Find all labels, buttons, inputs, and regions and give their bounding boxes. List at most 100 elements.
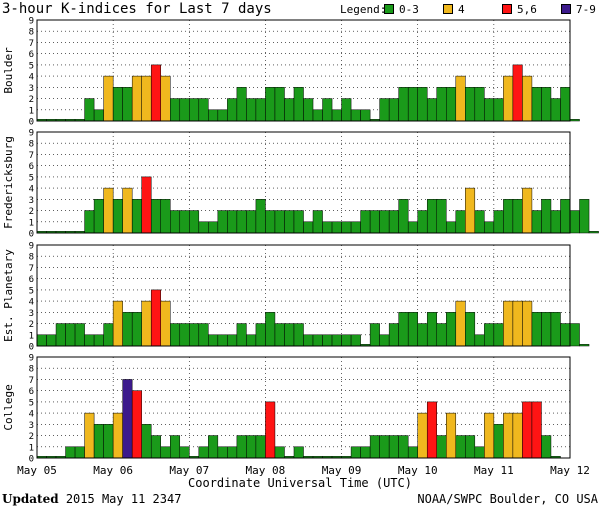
bar-boulder [426, 98, 438, 122]
bar-est-planetary [198, 323, 209, 347]
bar-boulder [93, 109, 104, 122]
bar-boulder [122, 87, 133, 122]
bar-boulder [312, 109, 323, 122]
bar-fredericksburg [541, 199, 552, 234]
bar-fredericksburg [493, 210, 504, 234]
y-tick-label: 9 [29, 354, 34, 364]
bar-boulder [131, 75, 142, 122]
legend-swatch-5-6 [502, 4, 512, 14]
bar-est-planetary [236, 323, 247, 347]
bar-est-planetary [531, 312, 542, 347]
bar-est-planetary [417, 323, 428, 347]
bar-college [417, 412, 428, 459]
bar-fredericksburg [350, 221, 361, 234]
bar-fredericksburg [198, 221, 209, 234]
station-label-boulder: Boulder [2, 47, 15, 94]
bar-college [103, 424, 114, 459]
bar-est-planetary [265, 312, 276, 347]
bar-est-planetary [131, 312, 142, 347]
y-tick-label: 9 [29, 129, 34, 139]
y-tick-label: 2 [29, 95, 34, 105]
y-tick-label: 6 [29, 275, 34, 285]
bar-college [426, 401, 438, 459]
bar-fredericksburg [189, 210, 200, 234]
bar-boulder [350, 109, 361, 122]
y-tick-label: 1 [29, 331, 34, 341]
y-tick-label: 9 [29, 242, 34, 252]
bar-college [208, 435, 219, 459]
bar-college [198, 446, 209, 459]
panel-frame-boulder [36, 19, 571, 122]
bar-college [84, 412, 95, 459]
bar-college [217, 446, 228, 459]
bar-fredericksburg [293, 210, 304, 234]
bar-fredericksburg [274, 210, 285, 234]
bar-college [179, 446, 190, 459]
bar-fredericksburg [84, 210, 95, 234]
y-tick-label: 0 [29, 118, 34, 128]
bar-college [407, 446, 418, 459]
bar-college [227, 446, 238, 459]
y-tick-label: 6 [29, 50, 34, 60]
bar-est-planetary [446, 312, 457, 347]
bar-boulder [227, 98, 238, 122]
bar-college [112, 412, 123, 459]
bar-fredericksburg [265, 210, 276, 234]
bar-college [122, 379, 133, 459]
bar-est-planetary [407, 312, 418, 347]
y-tick-label: 5 [29, 61, 34, 71]
x-tick-label: May 08 [246, 464, 286, 476]
bar-est-planetary [398, 312, 409, 347]
bar-boulder [150, 64, 161, 122]
bar-est-planetary [150, 289, 161, 347]
bar-fredericksburg [369, 210, 380, 234]
bar-est-planetary [322, 334, 333, 347]
y-tick-label: 0 [29, 455, 34, 465]
bar-boulder [541, 87, 552, 122]
bar-boulder [331, 109, 342, 122]
bar-est-planetary [74, 323, 85, 347]
bar-boulder [550, 98, 561, 122]
bar-fredericksburg [103, 187, 114, 234]
bar-boulder [446, 87, 457, 122]
y-tick-label: 9 [29, 17, 34, 27]
bar-boulder [284, 98, 295, 122]
bar-est-planetary [436, 323, 447, 347]
bar-college [522, 401, 533, 459]
bar-est-planetary [388, 323, 399, 347]
bar-est-planetary [465, 312, 476, 347]
bar-est-planetary [217, 334, 228, 347]
bar-est-planetary [522, 300, 533, 347]
bar-boulder [170, 98, 181, 122]
bar-fredericksburg [531, 210, 542, 234]
bar-est-planetary [93, 334, 104, 347]
bar-college [170, 435, 181, 459]
bar-est-planetary [255, 323, 266, 347]
legend-swatch-7-9 [561, 4, 571, 14]
bar-boulder [236, 87, 247, 122]
bar-est-planetary [303, 334, 314, 347]
bar-fredericksburg [569, 210, 580, 234]
bar-fredericksburg [407, 221, 418, 234]
y-tick-label: 4 [29, 410, 34, 420]
bar-fredericksburg [417, 210, 428, 234]
y-tick-label: 5 [29, 286, 34, 296]
bar-college [246, 435, 257, 459]
bar-est-planetary [579, 344, 590, 347]
bar-fredericksburg [398, 199, 409, 234]
bar-est-planetary [512, 300, 523, 347]
bar-fredericksburg [322, 221, 333, 234]
legend-label-5-6: 5,6 [517, 3, 537, 16]
bar-fredericksburg [426, 199, 438, 234]
bar-est-planetary [65, 323, 76, 347]
bar-fredericksburg [150, 199, 161, 234]
x-axis-title: Coordinate Universal Time (UTC) [188, 476, 412, 490]
bar-est-planetary [55, 323, 66, 347]
bar-college [65, 446, 76, 459]
y-tick-label: 3 [29, 196, 34, 206]
bar-fredericksburg [474, 210, 485, 234]
bar-boulder [246, 98, 257, 122]
y-tick-label: 0 [29, 343, 34, 353]
bar-college [150, 435, 161, 459]
bar-fredericksburg [160, 199, 171, 234]
